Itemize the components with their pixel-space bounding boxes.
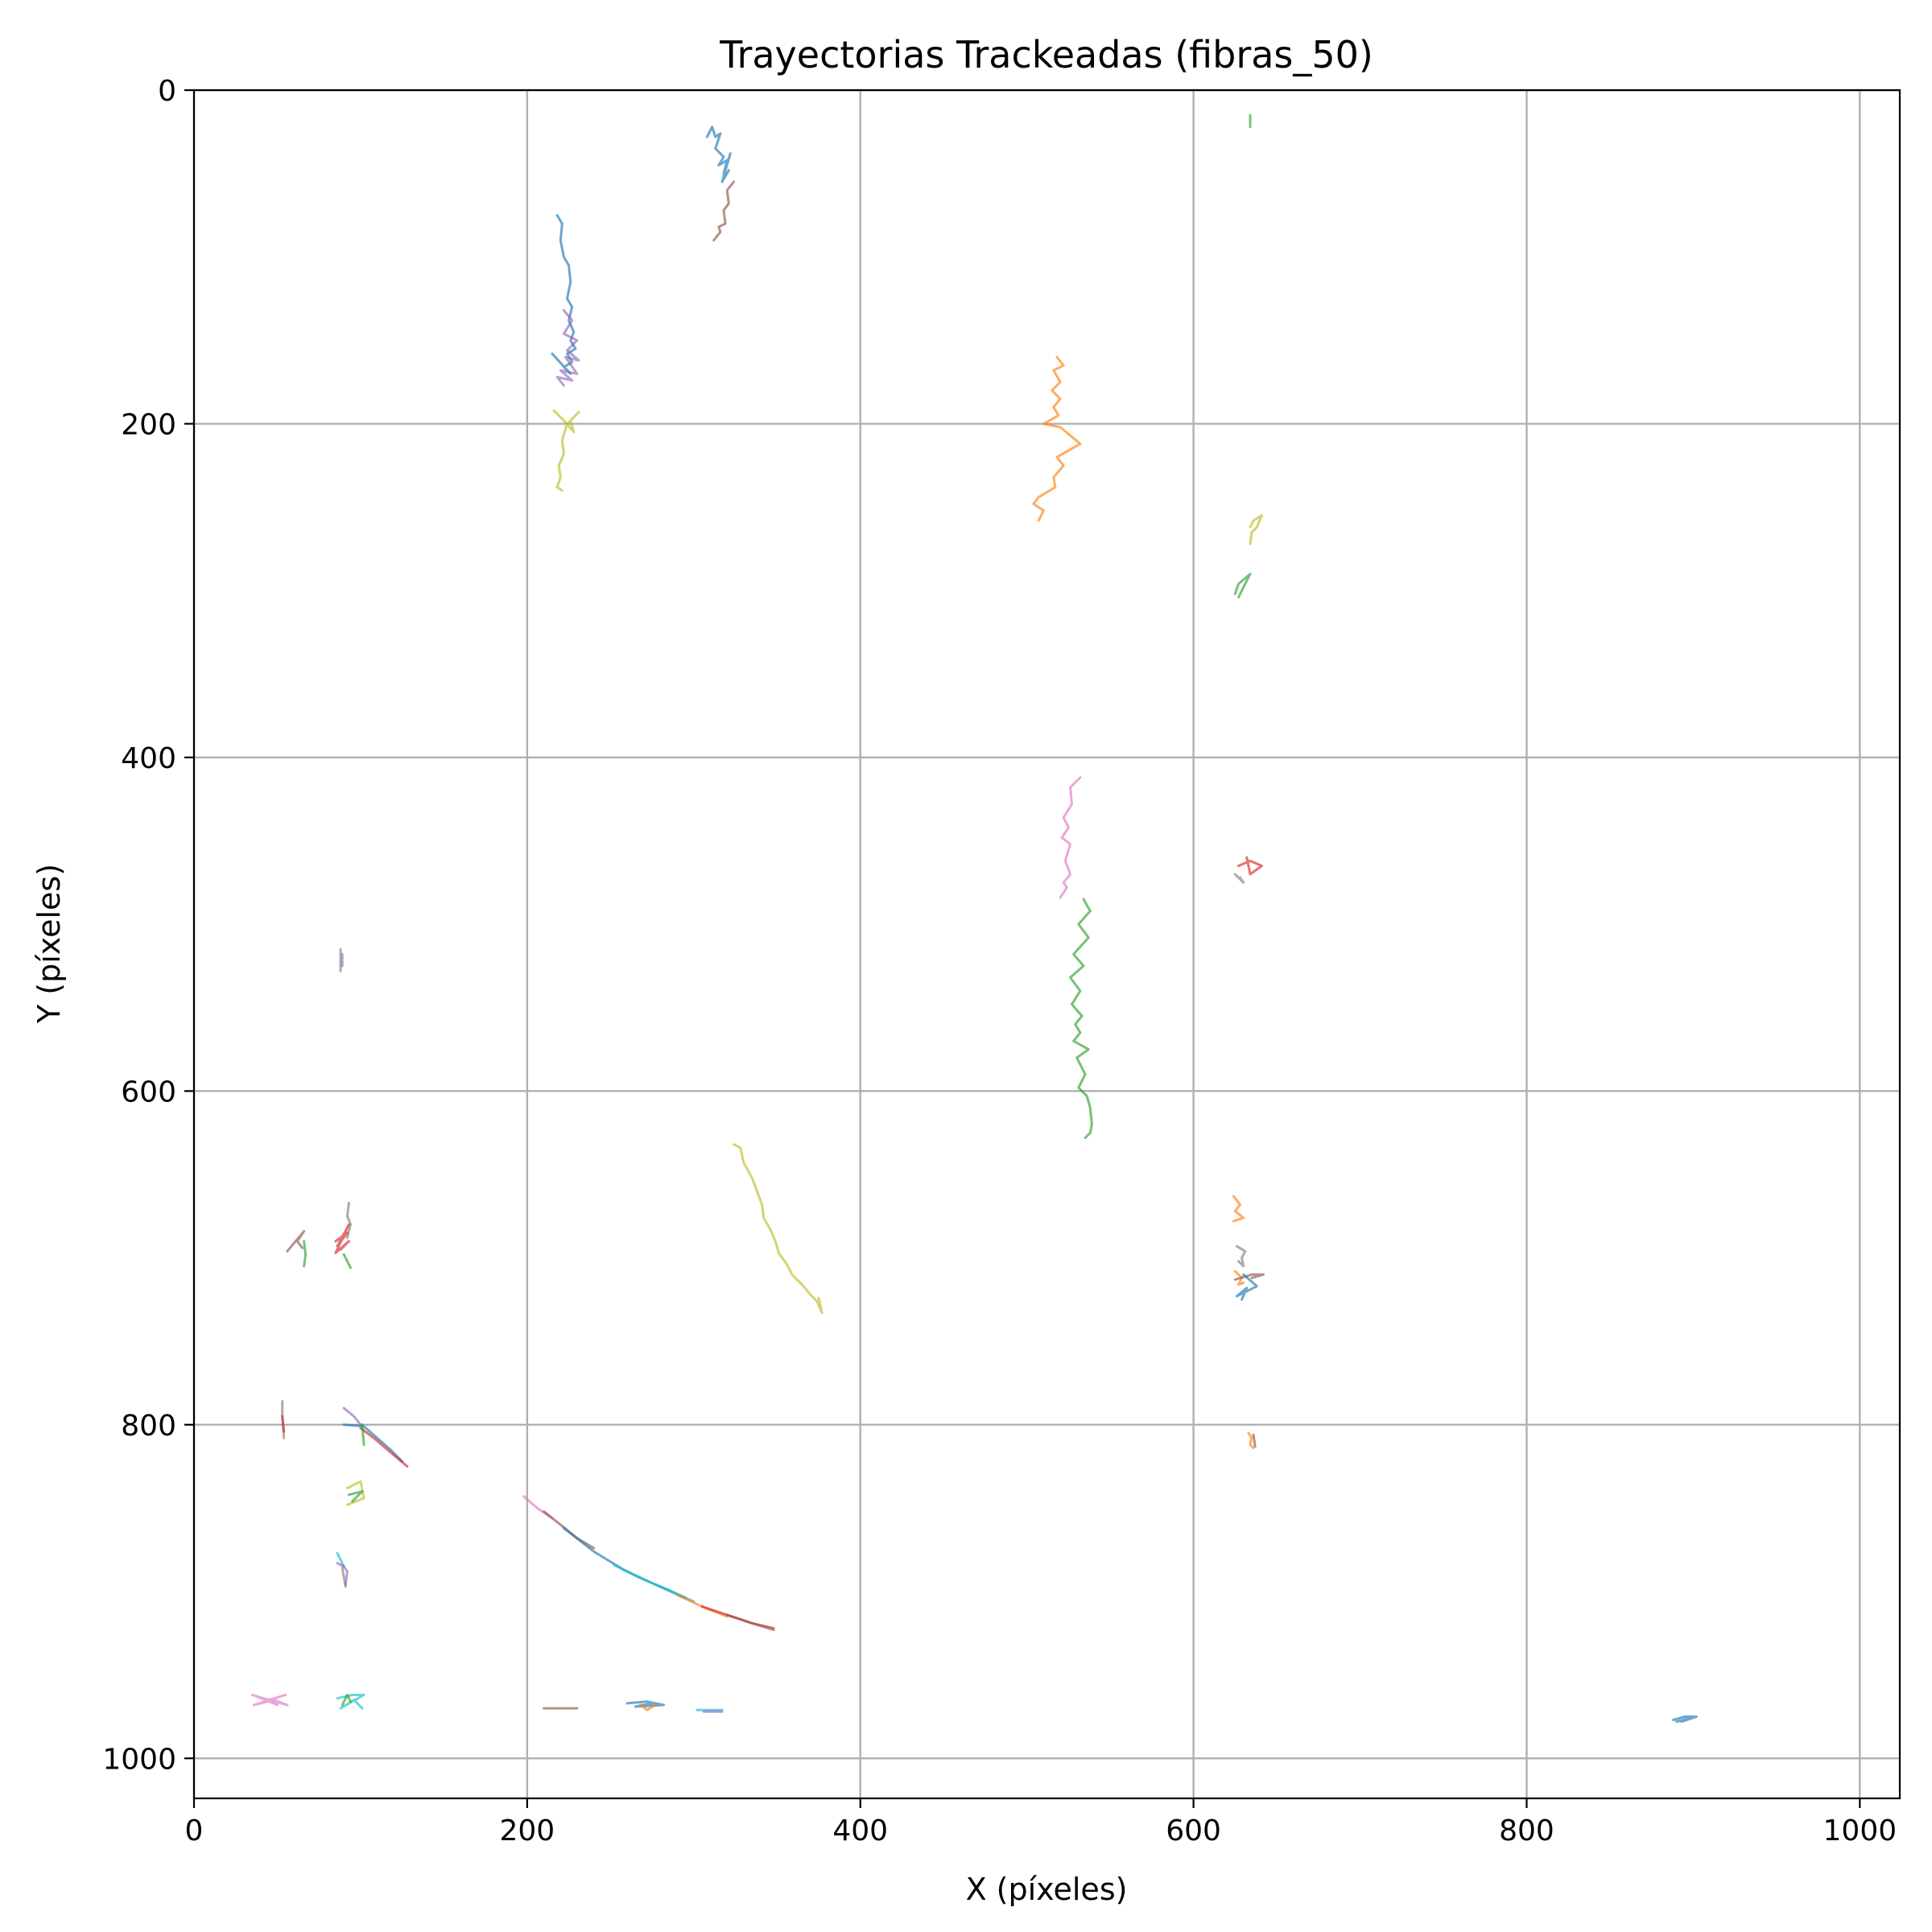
trajectory-line	[342, 1423, 404, 1463]
y-tick-label: 800	[121, 1410, 176, 1443]
trajectory-line	[345, 1480, 365, 1506]
y-axis-label: Y (píxeles)	[31, 864, 67, 1024]
trajectory-line	[555, 309, 580, 387]
trajectory-line	[341, 1694, 352, 1707]
trajectory-line	[334, 1223, 350, 1254]
y-tick-label: 400	[121, 742, 176, 775]
trajectory-line	[286, 1229, 306, 1253]
trajectory-line	[1233, 873, 1245, 884]
trajectory-line	[1237, 856, 1263, 876]
trajectory-line	[342, 1406, 362, 1426]
x-tick-label: 200	[500, 1814, 555, 1847]
x-tick-label: 1000	[1823, 1814, 1897, 1847]
trajectory-line	[336, 1562, 349, 1587]
x-tick-label: 600	[1166, 1814, 1221, 1847]
chart-title: Trayectorias Trackeadas (fibras_50)	[719, 33, 1373, 76]
trajectory-line	[361, 1423, 365, 1447]
x-tick-label: 0	[185, 1814, 204, 1847]
trajectory-line	[1247, 1431, 1255, 1450]
trajectory-line	[552, 409, 580, 492]
trajectory-line	[303, 1240, 308, 1268]
trajectory-line	[543, 1510, 596, 1550]
trajectory-line	[639, 1703, 657, 1711]
trajectory-line	[342, 1253, 352, 1269]
trajectory-line	[1233, 1273, 1265, 1281]
trajectory-series	[250, 114, 1698, 1724]
y-tick-label: 200	[121, 408, 176, 441]
trajectory-line	[1232, 1195, 1245, 1223]
trajectory-line	[1249, 514, 1263, 546]
trajectory-line	[1233, 1269, 1245, 1286]
trajectory-line	[345, 1201, 352, 1240]
trajectory-line	[347, 1490, 364, 1503]
trajectory-line	[250, 1694, 289, 1707]
trajectory-line	[1233, 572, 1252, 599]
y-tick-label: 600	[121, 1075, 176, 1108]
trajectory-line	[1069, 898, 1093, 1139]
trajectory-line	[341, 1567, 347, 1588]
axis-ticks: 0 200 400 600 800 1000 0 200 400 600 800 1000	[102, 75, 1897, 1847]
x-axis-label: X (píxeles)	[966, 1872, 1128, 1907]
trajectory-line	[1235, 1245, 1247, 1268]
x-tick-label: 800	[1499, 1814, 1554, 1847]
trajectory-line	[733, 1143, 824, 1315]
trajectory-line	[712, 180, 735, 242]
trajectory-line	[725, 1613, 775, 1632]
trajectory-line	[705, 126, 732, 184]
trajectory-line	[551, 213, 577, 375]
trajectory-line	[1235, 1273, 1258, 1301]
x-tick-label: 400	[832, 1814, 888, 1847]
trajectory-line	[1672, 1715, 1698, 1724]
trajectory-line	[336, 1551, 345, 1568]
trajectory-line	[562, 1526, 687, 1600]
trajectory-line	[1059, 776, 1082, 899]
y-tick-label: 1000	[102, 1743, 176, 1776]
trajectory-line	[625, 1700, 666, 1708]
grid-lines	[192, 89, 1900, 1798]
trajectory-line	[1252, 1433, 1257, 1448]
trajectory-line	[281, 1415, 286, 1433]
plot-frame	[192, 89, 1901, 1800]
trajectory-line	[336, 1694, 365, 1710]
trajectory-line	[1032, 356, 1082, 522]
y-tick-label: 0	[158, 75, 176, 108]
trajectory-line	[359, 1426, 409, 1468]
